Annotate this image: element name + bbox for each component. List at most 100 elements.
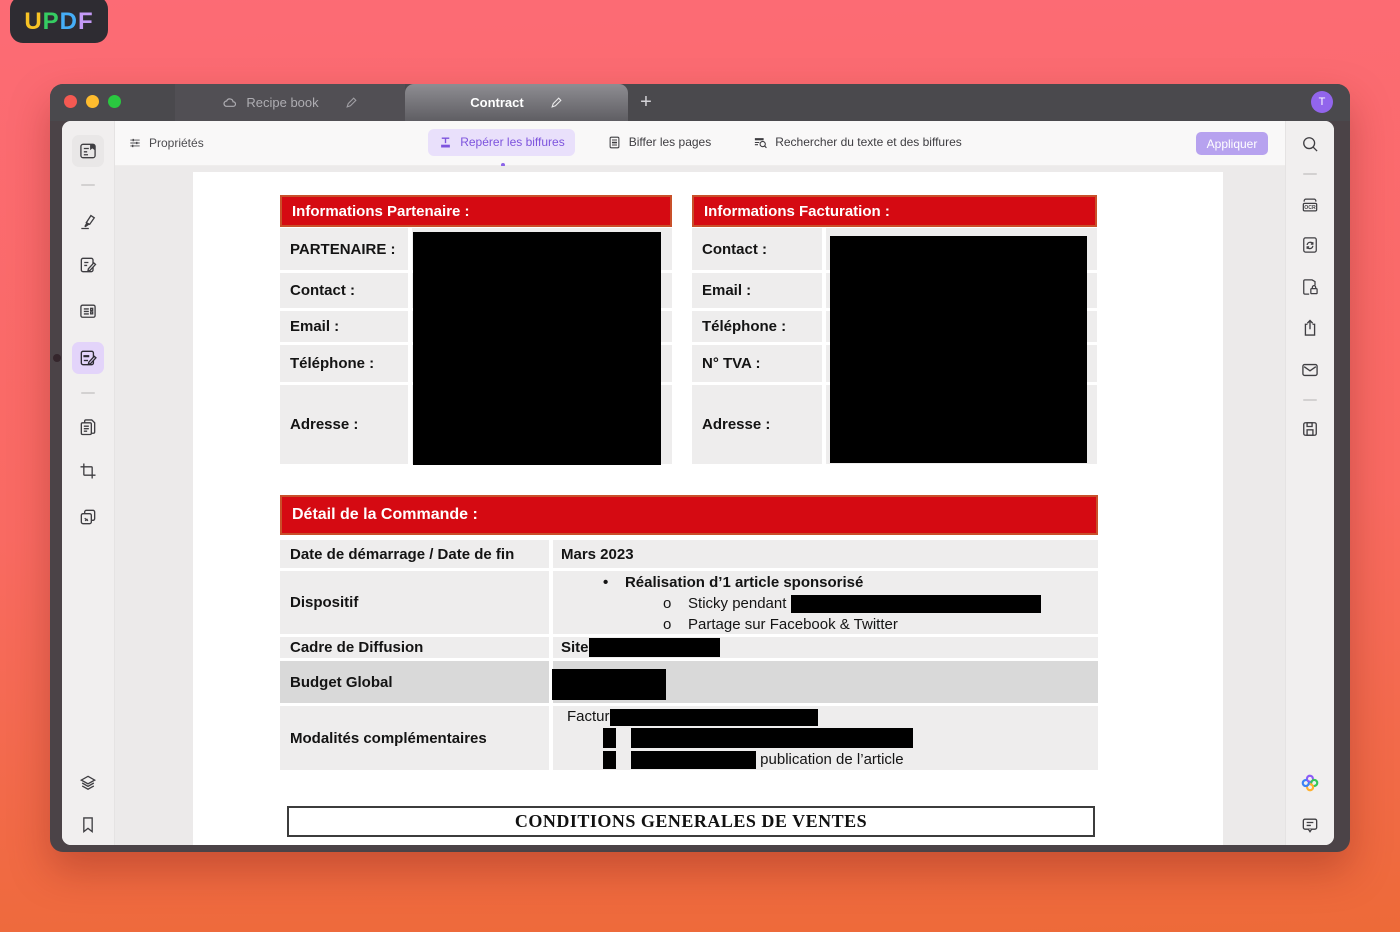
cloud-icon [223,97,237,107]
row-label: Dispositif [280,571,549,634]
redaction-bar[interactable] [631,751,756,770]
search-redact-icon [755,137,768,148]
bookmark-icon[interactable] [72,809,104,841]
properties-button[interactable]: Propriétés [128,136,204,150]
title-bar: Recipe book Contract + T [50,84,1350,121]
redaction-bar[interactable] [609,708,818,726]
row-value-prefix: Factur [567,708,610,725]
rename-tab-icon[interactable] [550,96,563,109]
row-value-suffix: publication de l’article [756,751,904,768]
redaction-bullet[interactable] [603,728,616,749]
redaction-bar[interactable] [631,728,913,749]
sub-bullet: o [663,595,672,612]
row-label: Email : [280,311,408,342]
document-canvas[interactable]: Informations Partenaire : PARTENAIRE : C… [115,166,1285,845]
account-avatar[interactable]: T [1311,91,1333,113]
bullet: • [603,574,609,591]
redact-page-icon [609,136,620,148]
row-label: Adresse : [692,385,822,464]
sidebar-divider [81,392,95,394]
logo-letter: P [42,7,60,35]
button-label: Repérer les biffures [460,135,565,149]
redact-icon[interactable] [72,342,104,374]
row-label: Email : [692,273,822,308]
button-label: Biffer les pages [628,135,712,149]
redact-marker-icon [441,136,451,147]
edit-icon[interactable] [72,249,104,281]
protect-icon[interactable] [1294,271,1326,303]
button-label: Rechercher du texte et des biffures [775,135,962,149]
redact-toolbar: Propriétés Repérer les biffures Biffer l… [115,121,1285,167]
logo-letter: U [24,7,43,35]
convert-icon[interactable] [1294,229,1326,261]
close-window-button[interactable] [64,95,77,108]
row-value-prefix: Site [561,639,589,656]
mark-redactions-button[interactable]: Repérer les biffures [428,128,575,167]
svg-text:OCR: OCR [1304,205,1316,211]
crop-icon[interactable] [72,455,104,487]
right-sidebar: OCR [1285,121,1334,845]
row-label: N° TVA : [692,345,822,382]
sidebar-divider [81,184,95,186]
rename-tab-icon[interactable] [345,96,358,109]
layers-icon[interactable] [72,767,104,799]
redaction-bar[interactable] [790,595,1041,614]
main-area: Propriétés Repérer les biffures Biffer l… [115,121,1285,845]
highlighter-icon[interactable] [72,205,104,237]
conditions-heading: CONDITIONS GENERALES DE VENTES [287,806,1095,837]
new-tab-button[interactable]: + [640,90,652,113]
left-sidebar [62,121,115,845]
order-detail-table: Détail de la Commande : Date de démarrag… [280,495,1098,770]
sub-bullet: o [663,616,672,633]
redaction-box[interactable] [830,236,1087,463]
tab-recipe-book[interactable]: Recipe book [175,84,405,121]
updf-window: Recipe book Contract + T [50,84,1350,852]
stamp-icon[interactable] [72,501,104,533]
minimize-window-button[interactable] [86,95,99,108]
pdf-page[interactable]: Informations Partenaire : PARTENAIRE : C… [193,172,1223,845]
row-label: Contact : [280,273,408,308]
sub-bullet-text: Sticky pendant [688,595,791,612]
logo-letter: F [78,7,94,35]
zoom-window-button[interactable] [108,95,121,108]
sliders-icon [130,138,140,148]
reader-icon[interactable] [72,135,104,167]
redact-pages-button[interactable]: Biffer les pages [597,129,722,156]
bullet-text: Réalisation d’1 article sponsorisé [624,574,864,591]
row-label: Contact : [692,228,822,270]
row-label: Téléphone : [280,345,408,382]
save-icon[interactable] [1294,413,1326,445]
redaction-bar[interactable] [588,638,720,657]
updf-logo: U P D F [10,0,108,43]
ai-assistant-icon[interactable] [1294,767,1326,799]
search-icon[interactable] [1294,128,1326,160]
row-label: Modalités complémentaires [280,706,549,770]
organize-icon[interactable] [72,295,104,327]
sidebar-divider [1303,173,1317,175]
active-mode-dot [501,162,506,167]
tab-label: Contract [470,95,524,110]
search-redact-button[interactable]: Rechercher du texte et des biffures [743,129,972,156]
sub-bullet-text: Partage sur Facebook & Twitter [688,616,898,633]
table-title: Informations Facturation : [692,195,1097,227]
share-icon[interactable] [1294,312,1326,344]
redaction-box[interactable] [413,232,661,465]
window-content: Propriétés Repérer les biffures Biffer l… [62,121,1334,845]
email-icon[interactable] [1294,354,1326,386]
row-label: Adresse : [280,385,408,464]
row-label: Téléphone : [692,311,822,342]
table-title: Détail de la Commande : [280,495,1098,535]
row-label: Cadre de Diffusion [280,637,549,658]
ocr-icon[interactable]: OCR [1294,189,1326,221]
feedback-icon[interactable] [1294,809,1326,841]
partner-info-table: Informations Partenaire : PARTENAIRE : C… [280,195,672,467]
tab-label: Recipe book [246,95,319,110]
row-label: Budget Global [280,661,549,703]
row-label: PARTENAIRE : [280,228,408,270]
redaction-box[interactable] [552,669,666,700]
page-copy-icon[interactable] [72,411,104,443]
active-tool-indicator [53,354,61,362]
redaction-bullet[interactable] [603,751,616,770]
tab-contract[interactable]: Contract [405,84,628,121]
apply-button[interactable]: Appliquer [1196,132,1268,155]
